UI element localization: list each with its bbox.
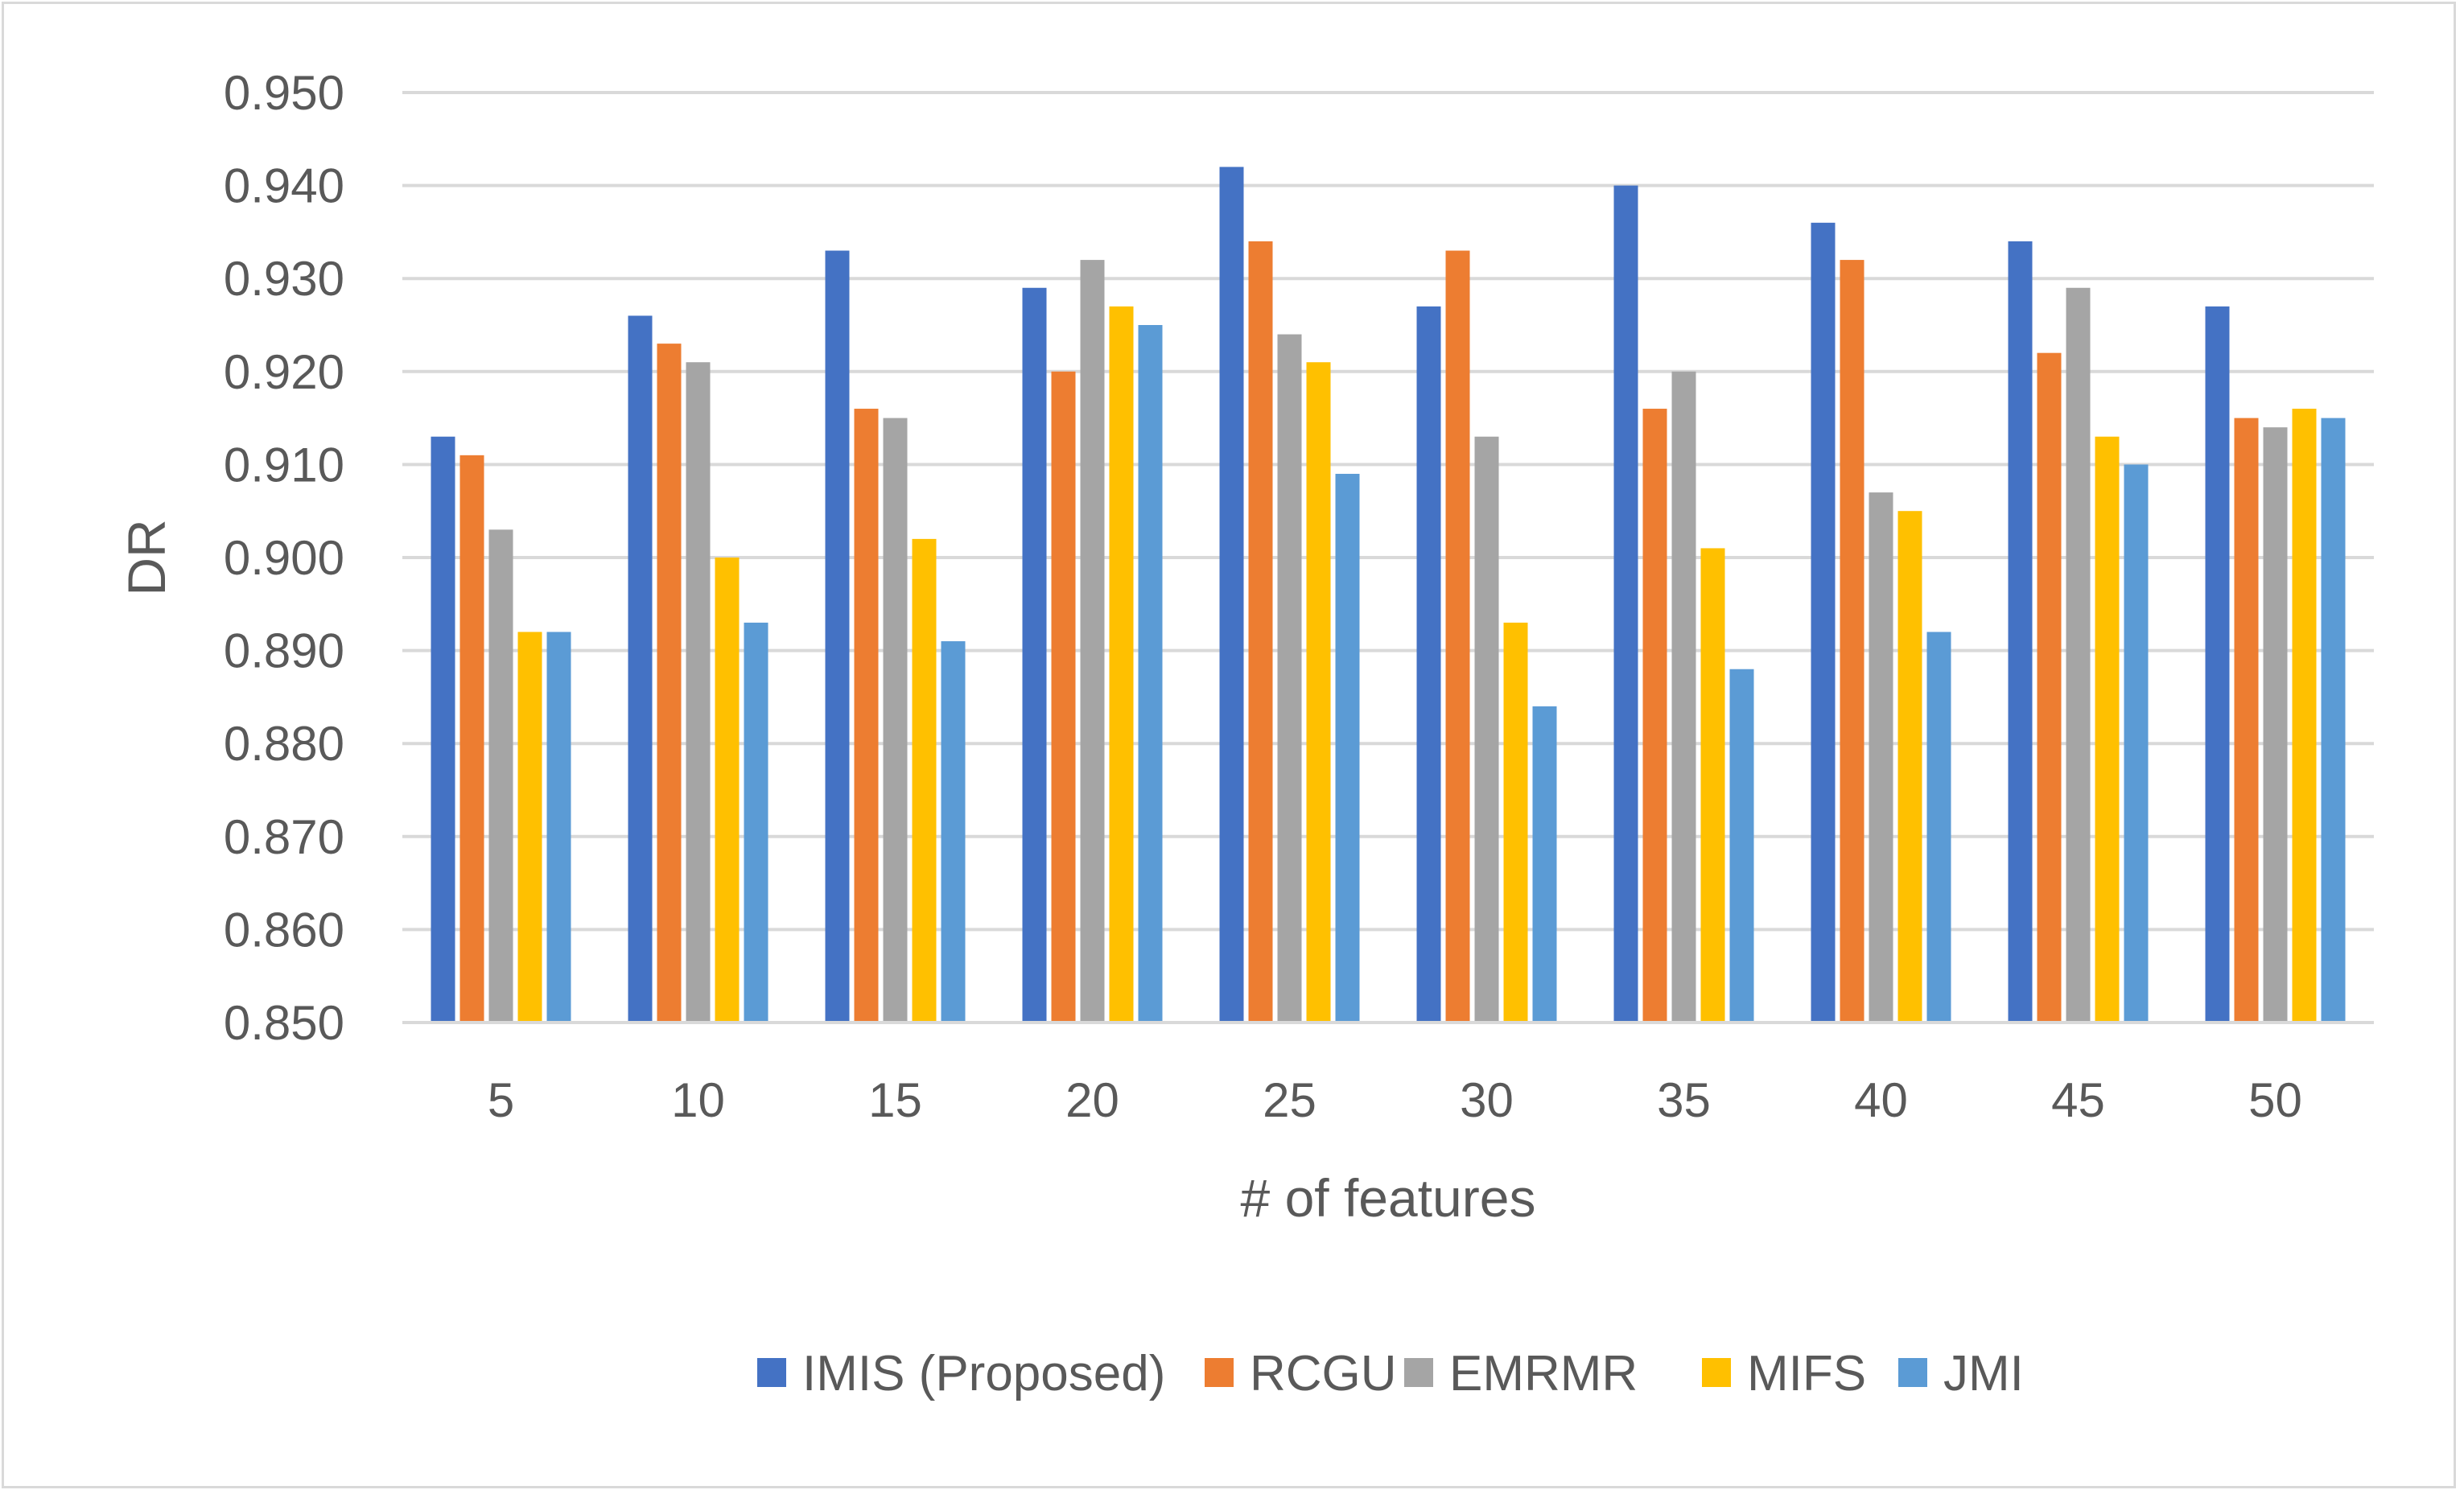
legend-swatch xyxy=(1898,1358,1927,1387)
bar-emrmr-5 xyxy=(488,529,513,1023)
legend-label: RCGU xyxy=(1250,1346,1397,1401)
bar-imis-proposed-35 xyxy=(1613,185,1638,1023)
bar-jmi-40 xyxy=(1926,632,1951,1023)
bar-emrmr-45 xyxy=(2066,287,2091,1023)
bar-imis-proposed-40 xyxy=(1811,222,1836,1023)
x-tick-label: 45 xyxy=(2051,1073,2105,1127)
bar-emrmr-50 xyxy=(2263,427,2288,1023)
x-tick-label: 20 xyxy=(1065,1073,1119,1127)
bar-rcgu-30 xyxy=(1445,250,1470,1023)
x-axis-ticks: 5 10 15 20 25 30 35 40 45 50 xyxy=(488,1073,2302,1127)
y-tick-label: 0.850 xyxy=(224,996,344,1050)
legend-label: JMI xyxy=(1943,1346,2024,1401)
legend-label: IMIS (Proposed) xyxy=(802,1346,1165,1401)
bar-emrmr-10 xyxy=(686,362,711,1023)
x-axis-title: # of features xyxy=(1241,1168,1536,1228)
bar-rcgu-45 xyxy=(2037,352,2062,1023)
bar-mifs-10 xyxy=(715,558,740,1023)
bar-mifs-5 xyxy=(517,632,542,1023)
bar-emrmr-20 xyxy=(1080,260,1105,1023)
bar-imis-proposed-45 xyxy=(2008,241,2033,1023)
x-tick-label: 50 xyxy=(2248,1073,2302,1127)
bar-rcgu-20 xyxy=(1051,371,1076,1023)
y-axis-title: DR xyxy=(117,519,176,595)
bar-rcgu-5 xyxy=(459,455,484,1023)
y-axis-ticks: 0.850 0.860 0.870 0.880 0.890 0.900 0.910 0.920… xyxy=(224,66,344,1050)
bar-jmi-5 xyxy=(546,632,571,1023)
bar-rcgu-35 xyxy=(1642,409,1667,1023)
y-tick-label: 0.940 xyxy=(224,159,344,213)
y-tick-label: 0.890 xyxy=(224,624,344,678)
bar-emrmr-30 xyxy=(1474,436,1499,1023)
bar-imis-proposed-50 xyxy=(2205,306,2230,1023)
bar-jmi-45 xyxy=(2124,464,2149,1023)
y-tick-label: 0.950 xyxy=(224,66,344,120)
bar-imis-proposed-15 xyxy=(825,250,850,1023)
legend-swatch xyxy=(1205,1358,1234,1387)
x-tick-label: 15 xyxy=(868,1073,922,1127)
bar-jmi-50 xyxy=(2321,418,2346,1023)
bar-mifs-40 xyxy=(1897,511,1922,1023)
bar-rcgu-15 xyxy=(854,409,879,1023)
bar-jmi-30 xyxy=(1532,706,1557,1023)
y-tick-label: 0.900 xyxy=(224,531,344,585)
bar-imis-proposed-20 xyxy=(1022,287,1047,1023)
y-tick-label: 0.930 xyxy=(224,252,344,306)
x-tick-label: 35 xyxy=(1657,1073,1711,1127)
x-tick-label: 25 xyxy=(1263,1073,1316,1127)
bar-jmi-35 xyxy=(1729,669,1754,1023)
bar-jmi-15 xyxy=(941,641,966,1023)
y-tick-label: 0.870 xyxy=(224,810,344,864)
bar-rcgu-40 xyxy=(1840,260,1864,1023)
x-tick-label: 40 xyxy=(1854,1073,1908,1127)
y-tick-label: 0.920 xyxy=(224,345,344,399)
bar-mifs-30 xyxy=(1503,622,1528,1023)
bar-imis-proposed-25 xyxy=(1219,167,1244,1023)
legend: IMIS (Proposed) RCGU EMRMR MIFS JMI xyxy=(757,1346,2024,1401)
bar-jmi-20 xyxy=(1138,325,1163,1023)
y-tick-label: 0.880 xyxy=(224,717,344,771)
legend-label: MIFS xyxy=(1747,1346,1866,1401)
bar-mifs-35 xyxy=(1700,548,1725,1023)
bar-emrmr-40 xyxy=(1869,492,1893,1023)
bar-jmi-25 xyxy=(1335,473,1360,1023)
x-tick-label: 30 xyxy=(1460,1073,1514,1127)
bar-jmi-10 xyxy=(744,622,768,1023)
x-tick-label: 10 xyxy=(671,1073,725,1127)
bar-rcgu-10 xyxy=(657,344,682,1023)
y-tick-label: 0.860 xyxy=(224,903,344,957)
bar-rcgu-50 xyxy=(2234,418,2259,1023)
bar-emrmr-15 xyxy=(883,418,908,1023)
legend-label: EMRMR xyxy=(1449,1346,1638,1401)
bar-emrmr-35 xyxy=(1671,371,1696,1023)
legend-swatch xyxy=(1702,1358,1731,1387)
bar-mifs-15 xyxy=(912,538,937,1023)
bar-mifs-20 xyxy=(1109,306,1134,1023)
x-tick-label: 5 xyxy=(488,1073,514,1127)
bar-mifs-50 xyxy=(2292,409,2317,1023)
bar-imis-proposed-5 xyxy=(431,436,455,1023)
bar-mifs-25 xyxy=(1306,362,1331,1023)
legend-swatch xyxy=(1404,1358,1433,1387)
bar-mifs-45 xyxy=(2095,436,2120,1023)
bars xyxy=(431,167,2346,1023)
bar-emrmr-25 xyxy=(1277,334,1302,1023)
y-tick-label: 0.910 xyxy=(224,438,344,492)
bar-imis-proposed-30 xyxy=(1416,306,1441,1023)
bar-rcgu-25 xyxy=(1248,241,1273,1023)
legend-swatch xyxy=(757,1358,786,1387)
bar-imis-proposed-10 xyxy=(628,315,653,1023)
